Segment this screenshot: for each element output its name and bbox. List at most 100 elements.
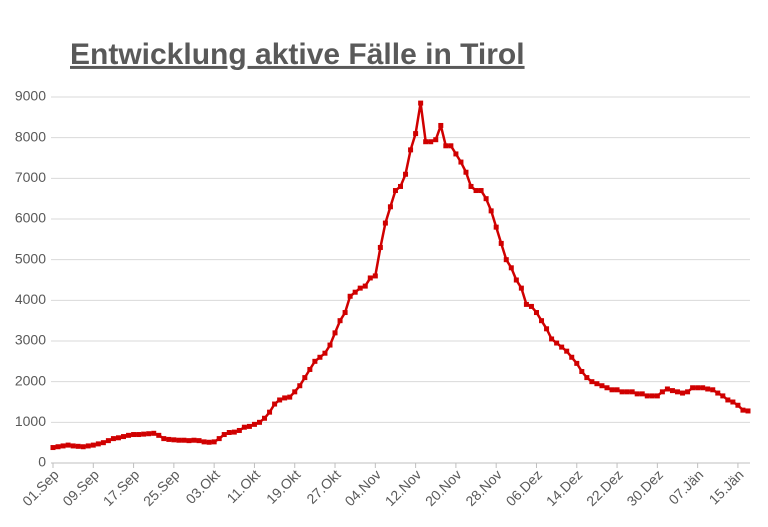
data-marker — [609, 387, 615, 393]
data-marker — [171, 437, 177, 443]
y-tick-label: 6000 — [15, 210, 46, 226]
data-marker — [141, 431, 147, 437]
data-marker — [398, 183, 403, 189]
data-marker — [594, 381, 600, 387]
data-marker — [513, 277, 519, 283]
data-marker — [312, 358, 318, 364]
x-tick-label: 19.Okt — [263, 466, 304, 507]
data-marker — [579, 369, 585, 374]
data-marker — [246, 423, 252, 429]
data-marker — [377, 244, 383, 250]
x-tick-label: 11.Okt — [223, 466, 263, 506]
data-marker — [589, 379, 595, 385]
data-marker — [448, 143, 454, 149]
data-marker — [599, 383, 605, 389]
data-marker — [176, 437, 182, 443]
data-marker — [75, 443, 81, 449]
data-marker — [267, 409, 273, 415]
data-marker — [332, 330, 338, 336]
data-marker — [735, 402, 741, 408]
data-marker — [503, 257, 509, 263]
data-marker — [533, 310, 539, 316]
data-marker — [231, 429, 237, 435]
data-marker — [115, 435, 121, 441]
data-marker — [443, 143, 449, 149]
data-marker — [690, 385, 696, 391]
data-marker — [483, 196, 489, 202]
x-tick-label: 27.Okt — [303, 466, 344, 507]
x-tick-label: 15.Jän — [706, 466, 747, 507]
y-tick-label: 3000 — [15, 332, 46, 348]
data-marker — [488, 208, 494, 214]
data-marker — [347, 293, 353, 299]
x-tick-label: 28.Nov — [462, 466, 505, 509]
data-marker — [206, 439, 212, 445]
data-marker — [151, 430, 157, 436]
data-marker — [654, 393, 660, 399]
data-marker — [55, 444, 61, 450]
data-marker — [730, 399, 736, 405]
data-marker — [367, 275, 373, 281]
data-marker — [745, 408, 751, 414]
data-marker — [624, 389, 630, 395]
chart-title: Entwicklung aktive Fälle in Tirol — [70, 38, 525, 71]
x-tick-label: 17.Sep — [100, 466, 143, 509]
data-marker — [584, 375, 590, 381]
data-marker — [438, 122, 444, 128]
data-marker — [559, 344, 565, 350]
data-marker — [216, 436, 222, 442]
data-marker — [569, 354, 575, 360]
data-marker — [211, 439, 217, 445]
data-marker — [85, 443, 91, 449]
data-marker — [639, 391, 645, 397]
data-marker — [649, 393, 655, 399]
data-marker — [65, 442, 71, 448]
data-marker — [50, 445, 56, 451]
data-marker — [700, 385, 706, 391]
data-marker — [126, 432, 132, 438]
data-marker — [362, 283, 368, 289]
data-marker — [95, 441, 101, 447]
x-tick-label: 07.Jän — [665, 466, 706, 507]
data-marker — [201, 439, 207, 445]
x-tick-label: 04.Nov — [341, 466, 384, 509]
data-marker — [392, 188, 398, 194]
x-tick-label: 20.Nov — [422, 466, 465, 509]
data-marker — [705, 386, 711, 392]
data-marker — [297, 383, 303, 389]
data-marker — [634, 391, 640, 397]
data-marker — [493, 224, 499, 230]
data-marker — [458, 159, 464, 165]
x-tick-label: 25.Sep — [140, 466, 183, 509]
data-marker — [685, 389, 691, 395]
data-marker — [282, 395, 288, 401]
data-marker — [478, 188, 484, 194]
data-marker — [191, 437, 197, 443]
data-marker — [166, 436, 172, 442]
data-marker — [146, 431, 152, 437]
data-marker — [105, 438, 111, 444]
data-marker — [236, 427, 242, 433]
y-tick-label: 7000 — [15, 169, 46, 185]
data-marker — [387, 204, 393, 210]
data-marker — [644, 393, 650, 399]
data-marker — [518, 285, 524, 291]
data-marker — [161, 436, 167, 442]
data-marker — [453, 151, 459, 157]
data-marker — [498, 240, 504, 246]
x-tick-label: 01.Sep — [19, 466, 62, 509]
data-marker — [408, 147, 414, 153]
data-marker — [287, 394, 293, 400]
x-tick-label: 09.Sep — [59, 466, 102, 509]
data-marker — [423, 139, 429, 145]
y-tick-label: 8000 — [15, 128, 46, 144]
data-marker — [725, 397, 731, 403]
data-marker — [463, 169, 469, 175]
data-marker — [186, 438, 192, 444]
data-marker — [619, 389, 625, 395]
y-tick-label: 2000 — [15, 372, 46, 388]
data-marker — [352, 289, 358, 295]
data-marker — [680, 390, 686, 396]
data-marker — [433, 137, 439, 143]
